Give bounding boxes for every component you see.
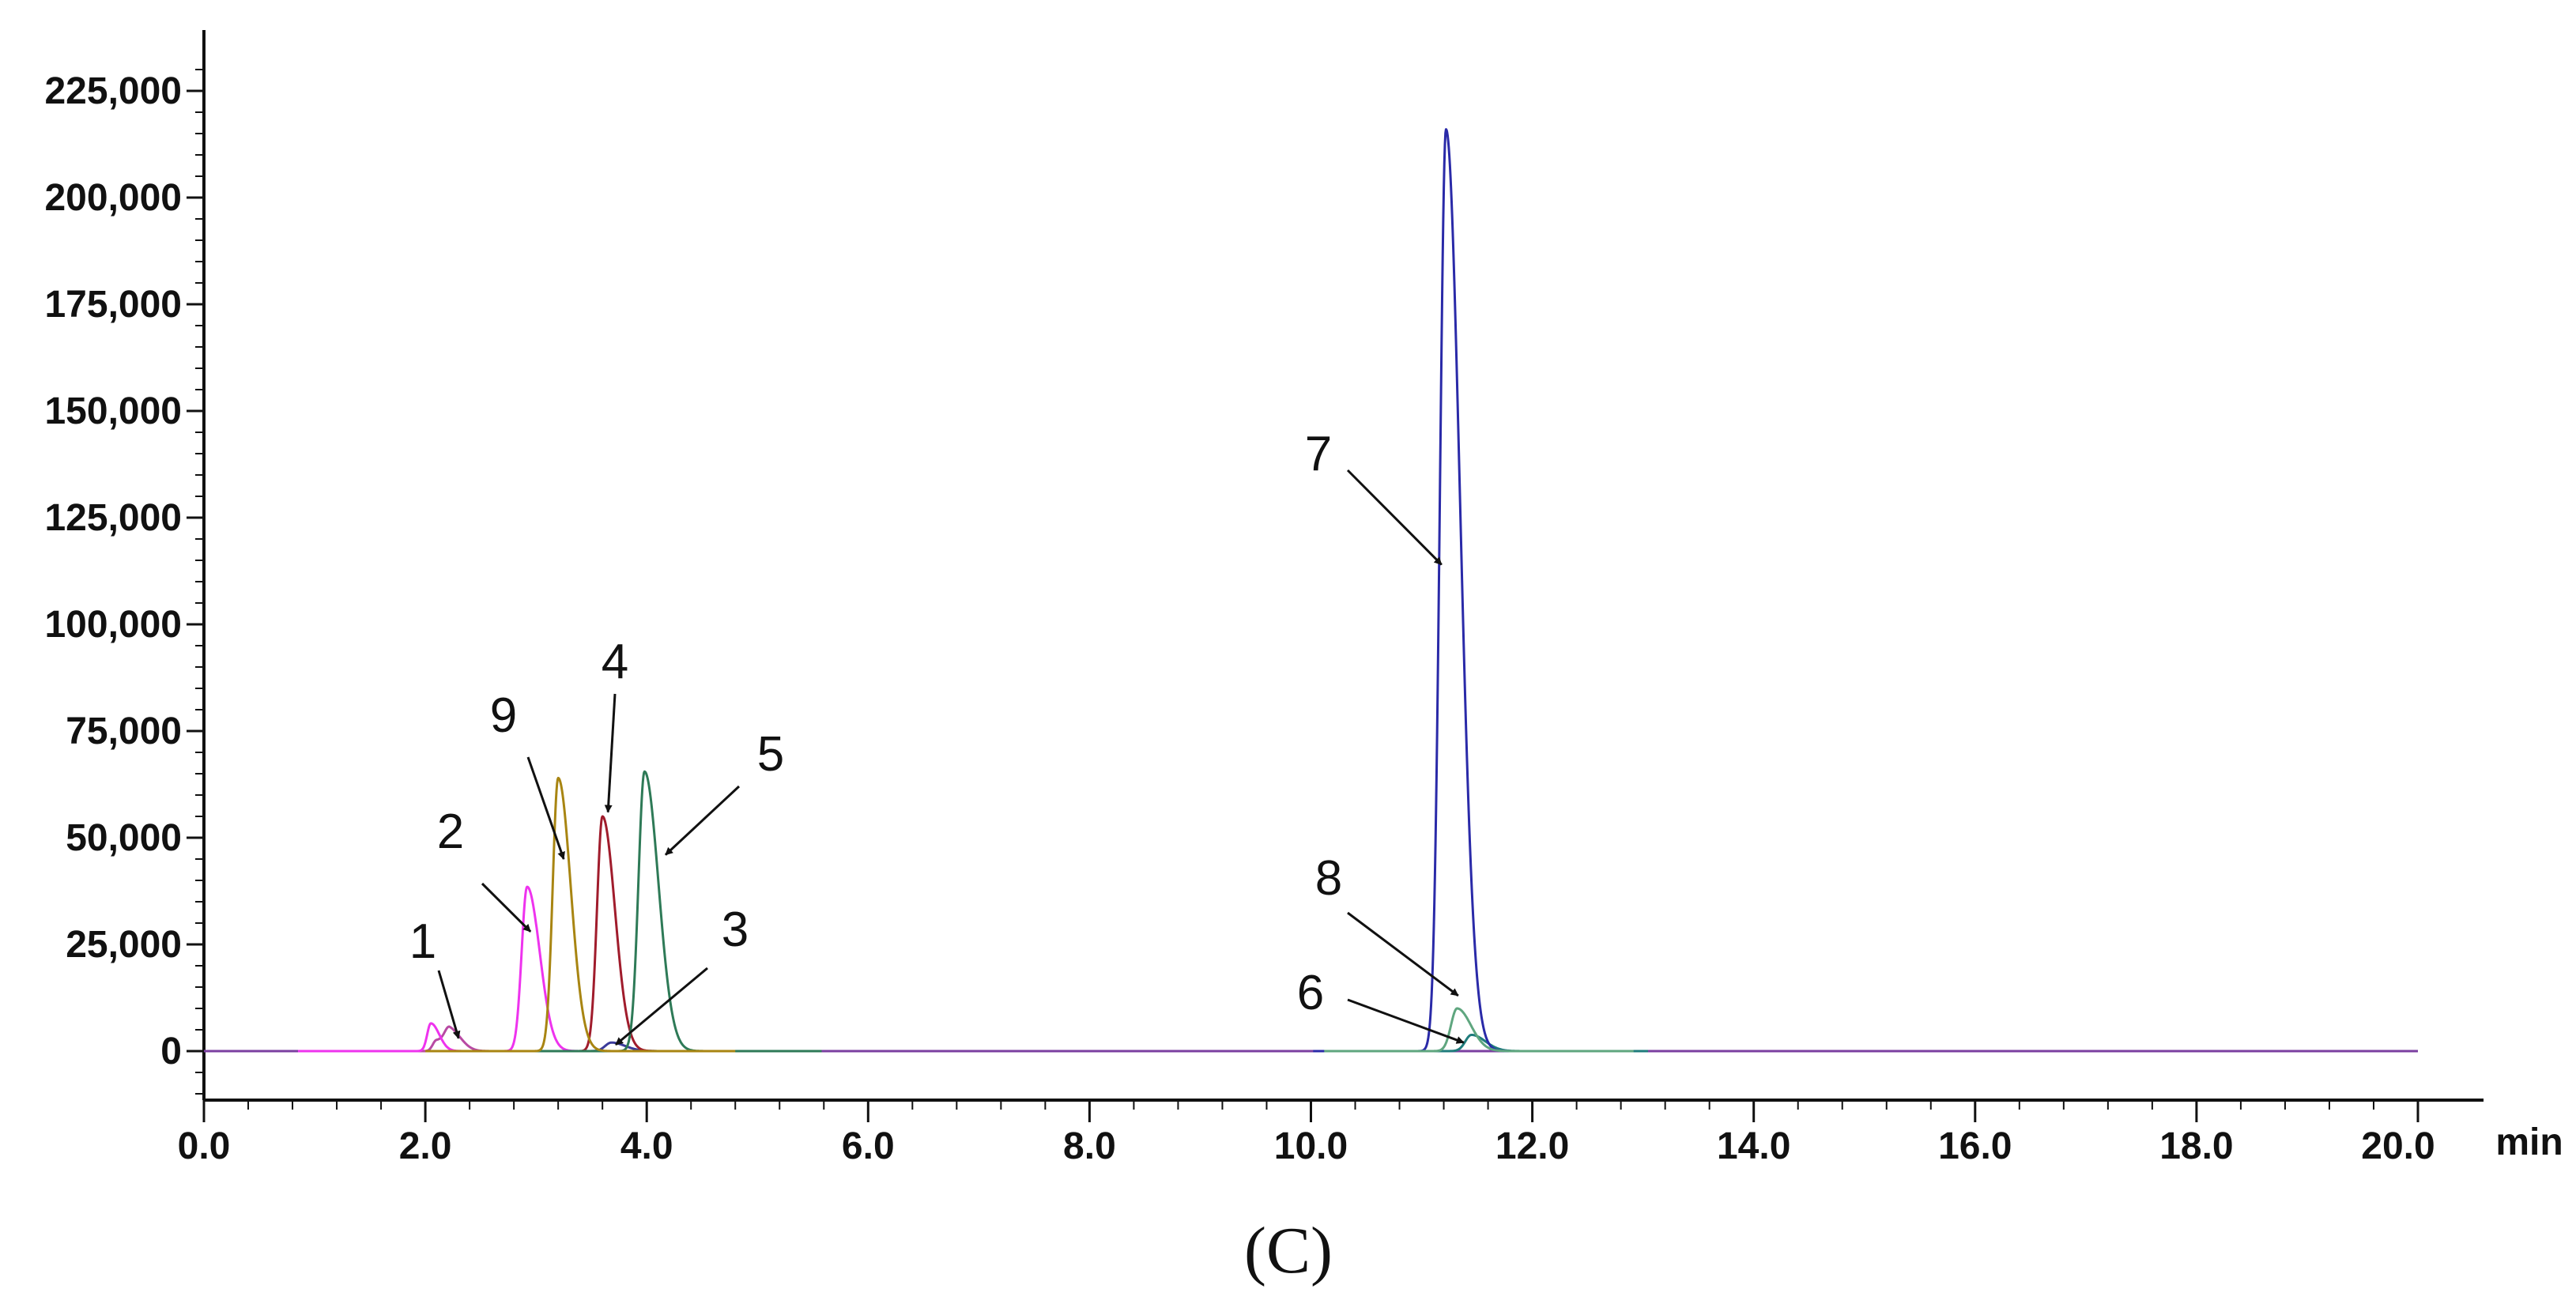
annotation-layer: 1 2 3 4 5 6 7 8 9 [409,427,1465,1046]
y-tick-label: 50,000 [66,817,182,859]
y-tick-label: 125,000 [44,497,182,539]
y-tick-label: 150,000 [44,390,182,432]
annotation-arrow-9 [526,756,565,860]
series-trace-1 [303,1025,628,1053]
x-tick-label: 8.0 [1063,1125,1116,1167]
x-tick-label: 16.0 [1938,1125,2012,1167]
series-layer [204,128,2418,1053]
annotation-label-1: 1 [409,914,436,969]
x-tick-label: 14.0 [1717,1125,1790,1167]
annotation-label-5: 5 [757,727,784,782]
x-tick-label: 20.0 [2361,1125,2435,1167]
y-tick-label: 175,000 [44,284,182,326]
annotation-label-2: 2 [437,805,464,859]
annotation-arrow-7 [1346,469,1443,566]
y-tick-label: 100,000 [44,604,182,646]
annotation-arrow-5 [664,785,741,856]
annotation-arrow-2 [481,882,532,933]
annotation-label-7: 7 [1305,427,1332,481]
series-trace-5 [511,770,823,1053]
annotation-arrow-4 [604,693,617,813]
series-trace-9 [424,776,736,1053]
series-trace-8 [1323,1007,1635,1053]
x-tick-label: 18.0 [2159,1125,2233,1167]
x-axis-ticks: 0.0 2.0 4.0 6.0 8.0 10.0 12.0 14.0 16.0 18.0 20.0 [178,1100,2435,1167]
y-tick-label: 225,000 [44,70,182,112]
annotation-label-8: 8 [1315,851,1342,906]
x-tick-label: 4.0 [620,1125,673,1167]
y-tick-label: 75,000 [66,710,182,752]
annotation-arrow-3 [615,967,708,1046]
annotation-label-4: 4 [602,635,628,689]
y-tick-label: 200,000 [44,177,182,219]
annotation-label-9: 9 [490,688,517,743]
x-tick-label: 6.0 [842,1125,895,1167]
y-tick-label: 0 [160,1031,182,1072]
x-tick-label: 0.0 [178,1125,231,1167]
x-tick-label: 12.0 [1495,1125,1569,1167]
y-axis-ticks: 0 25,000 50,000 75,000 100,000 125,000 150,000… [44,69,204,1095]
x-axis-unit-label: min [2495,1121,2563,1163]
series-trace-2 [297,885,705,1053]
annotation-label-6: 6 [1297,966,1324,1020]
annotation-label-3: 3 [722,903,749,957]
x-tick-label: 10.0 [1274,1125,1348,1167]
x-tick-label: 2.0 [399,1125,452,1167]
series-trace-3 [477,1041,790,1053]
y-tick-label: 25,000 [66,924,182,966]
series-trace-7 [1312,128,1624,1053]
figure-caption: (C) [1244,1214,1333,1287]
annotation-arrow-1 [437,970,461,1039]
annotation-arrow-6 [1347,998,1465,1044]
annotation-arrow-8 [1347,911,1459,997]
